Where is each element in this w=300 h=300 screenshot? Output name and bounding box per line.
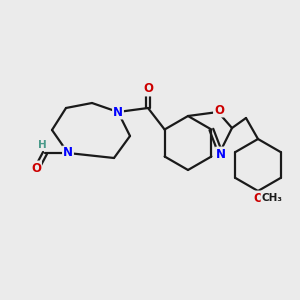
Text: CH₃: CH₃ bbox=[262, 193, 283, 203]
Text: N: N bbox=[63, 146, 73, 160]
Text: N: N bbox=[216, 148, 226, 160]
Text: O: O bbox=[214, 103, 224, 116]
Text: O: O bbox=[31, 161, 41, 175]
Text: O: O bbox=[143, 82, 153, 95]
Text: H: H bbox=[38, 140, 46, 150]
Text: N: N bbox=[113, 106, 123, 118]
Text: O: O bbox=[253, 191, 263, 205]
